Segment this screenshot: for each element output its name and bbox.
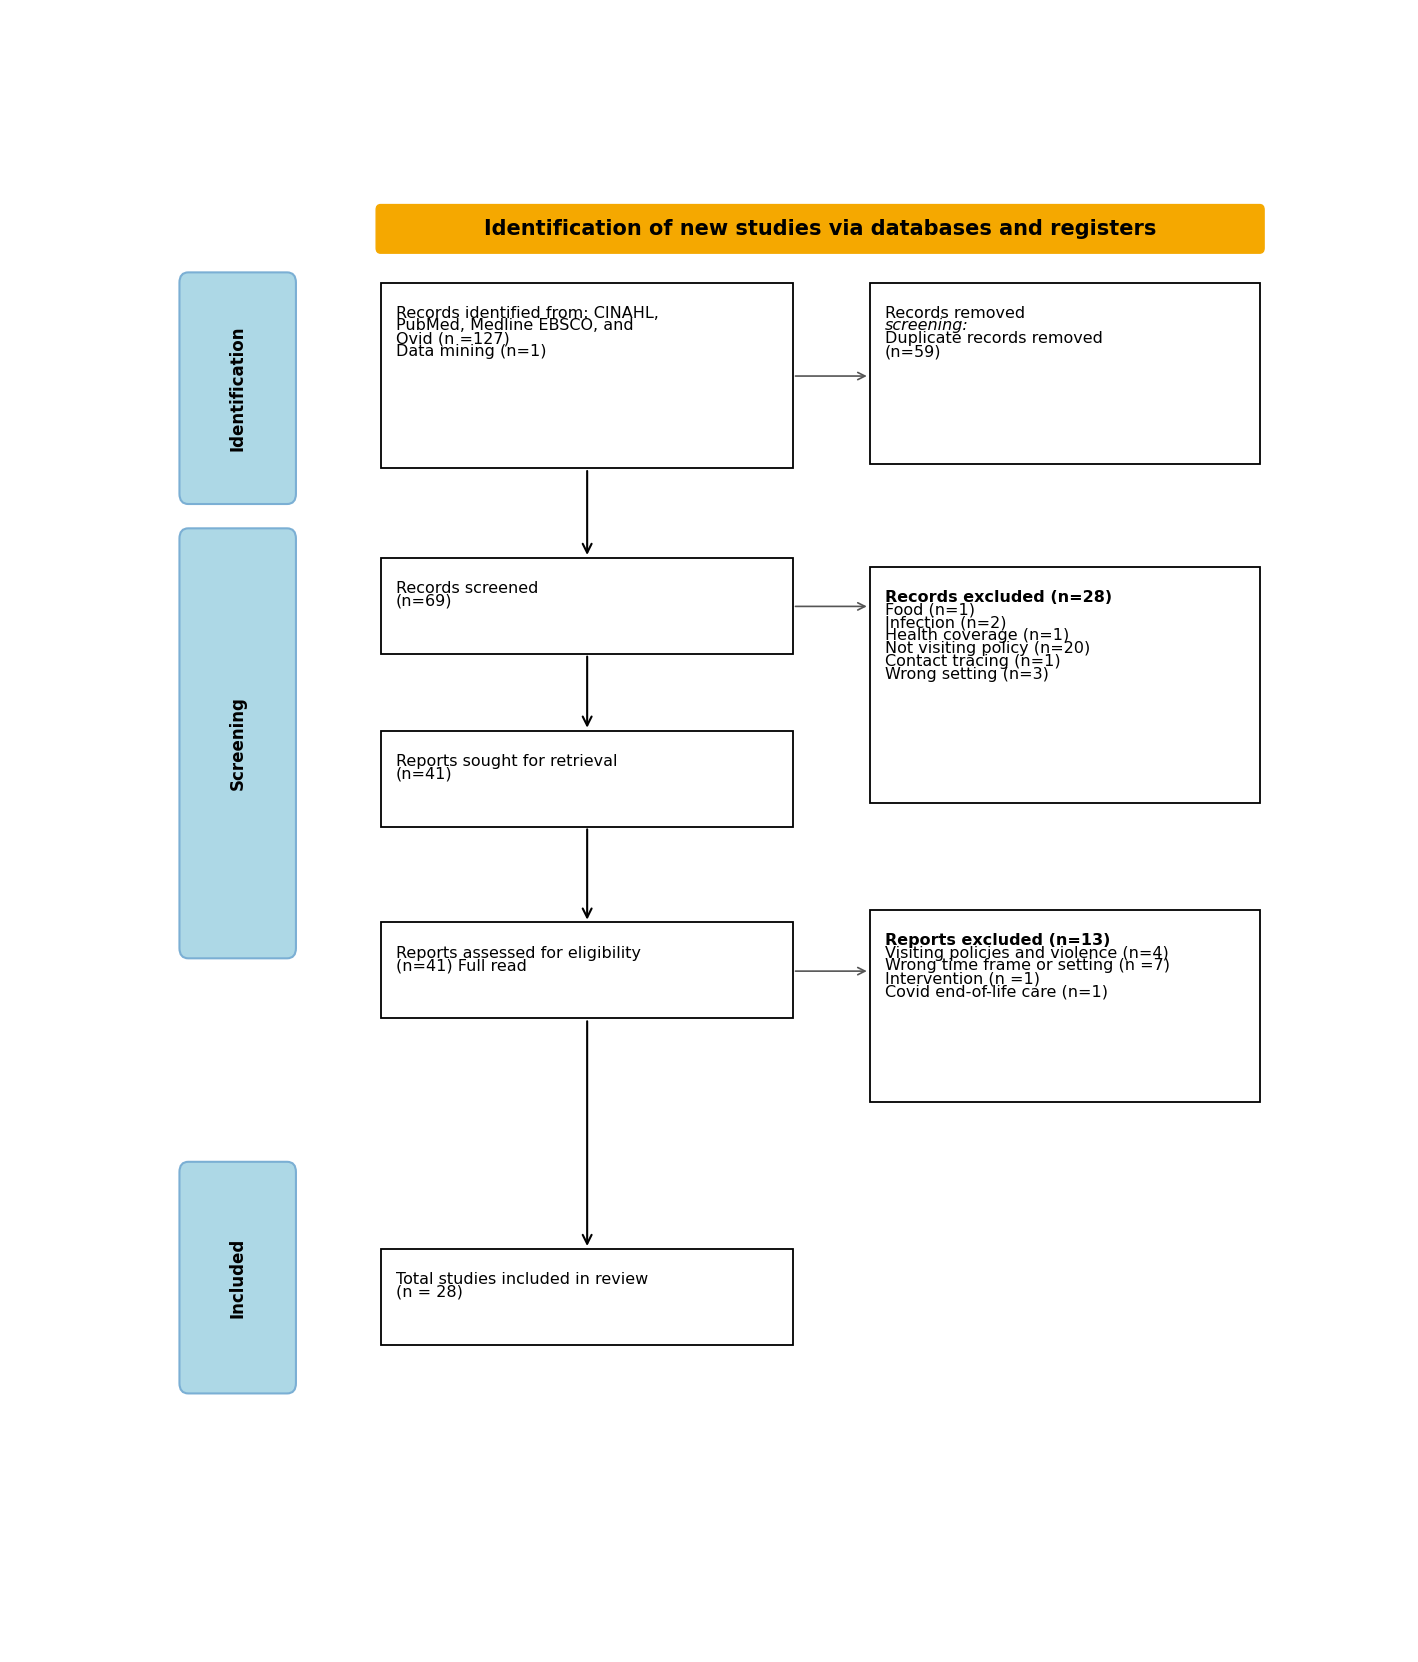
Text: Infection (n=2): Infection (n=2) [885, 615, 1007, 630]
Text: screening:: screening: [885, 319, 968, 334]
Text: Health coverage (n=1): Health coverage (n=1) [885, 628, 1069, 643]
Text: Records screened: Records screened [396, 580, 539, 595]
FancyBboxPatch shape [180, 529, 296, 959]
FancyBboxPatch shape [869, 283, 1259, 464]
Text: Not visiting policy (n=20): Not visiting policy (n=20) [885, 642, 1090, 656]
Text: Ovid (n =127): Ovid (n =127) [396, 331, 509, 346]
Text: Visiting policies and violence (n=4): Visiting policies and violence (n=4) [885, 946, 1168, 961]
FancyBboxPatch shape [380, 922, 793, 1019]
Text: Records removed: Records removed [885, 306, 1031, 321]
FancyBboxPatch shape [869, 567, 1259, 803]
Text: (n=69): (n=69) [396, 593, 452, 608]
Text: Screening: Screening [228, 696, 247, 789]
Text: Total studies included in review: Total studies included in review [396, 1271, 648, 1286]
Text: Reports excluded (n=13): Reports excluded (n=13) [885, 932, 1110, 947]
Text: Identification: Identification [228, 326, 247, 450]
FancyBboxPatch shape [376, 204, 1263, 253]
Text: Wrong time frame or setting (n =7): Wrong time frame or setting (n =7) [885, 959, 1170, 974]
Text: (n=59): (n=59) [885, 344, 942, 359]
Text: PubMed, Medline EBSCO, and: PubMed, Medline EBSCO, and [396, 319, 634, 334]
Text: Wrong setting (n=3): Wrong setting (n=3) [885, 666, 1049, 681]
Text: (n=41): (n=41) [396, 766, 452, 781]
Text: Data mining (n=1): Data mining (n=1) [396, 344, 546, 359]
FancyBboxPatch shape [180, 1162, 296, 1393]
Text: Intervention (n =1): Intervention (n =1) [885, 971, 1039, 986]
Text: Records identified from: CINAHL,: Records identified from: CINAHL, [396, 306, 659, 321]
Text: Included: Included [228, 1238, 247, 1318]
Text: (n = 28): (n = 28) [396, 1285, 462, 1300]
FancyBboxPatch shape [380, 283, 793, 469]
FancyBboxPatch shape [180, 273, 296, 504]
FancyBboxPatch shape [869, 909, 1259, 1102]
FancyBboxPatch shape [380, 1248, 793, 1345]
Text: Reports sought for retrieval: Reports sought for retrieval [396, 753, 617, 768]
Text: Contact tracing (n=1): Contact tracing (n=1) [885, 653, 1061, 670]
Text: Covid end-of-life care (n=1): Covid end-of-life care (n=1) [885, 984, 1107, 999]
Text: Reports assessed for eligibility: Reports assessed for eligibility [396, 946, 641, 961]
Text: Records excluded (n=28): Records excluded (n=28) [885, 590, 1112, 605]
FancyBboxPatch shape [380, 731, 793, 826]
Text: (n=41) Full read: (n=41) Full read [396, 959, 527, 974]
Text: Identification of new studies via databases and registers: Identification of new studies via databa… [484, 219, 1156, 239]
Text: Food (n=1): Food (n=1) [885, 603, 976, 618]
FancyBboxPatch shape [380, 558, 793, 653]
Text: Duplicate records removed: Duplicate records removed [885, 331, 1103, 346]
